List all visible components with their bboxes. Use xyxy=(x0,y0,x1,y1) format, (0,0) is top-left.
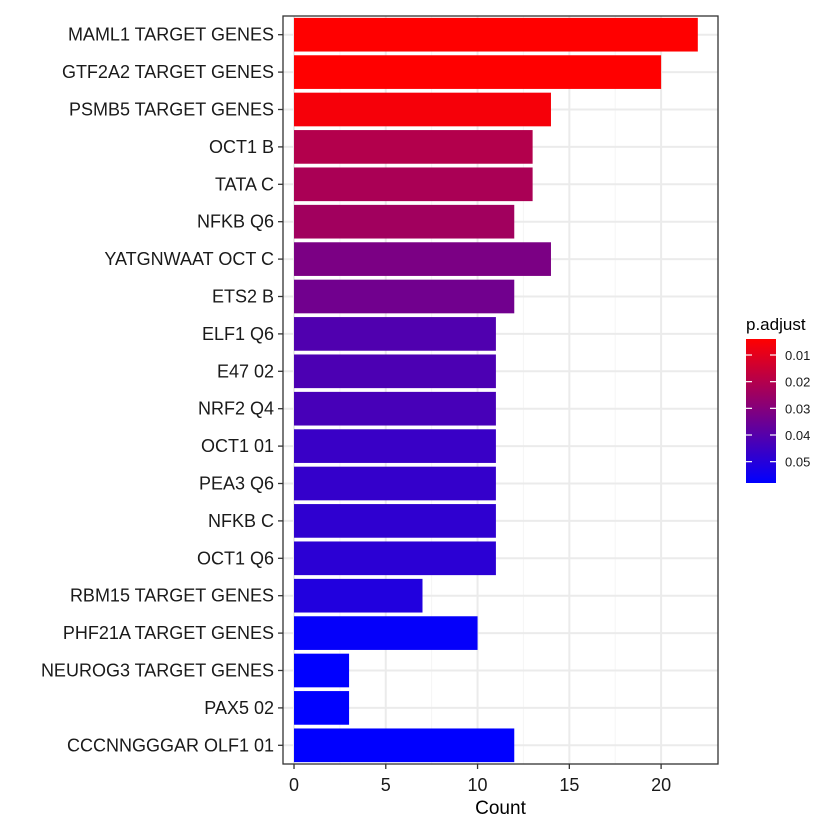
bar xyxy=(294,242,551,276)
y-tick-label: OCT1 Q6 xyxy=(197,548,274,568)
y-tick-label: GTF2A2 TARGET GENES xyxy=(62,62,274,82)
y-tick-label: NFKB C xyxy=(208,511,274,531)
y-tick-label: PSMB5 TARGET GENES xyxy=(69,100,274,120)
bars xyxy=(294,17,698,763)
legend: p.adjust 0.01 0.02 0.03 0.04 0.05 xyxy=(746,315,810,483)
y-axis: MAML1 TARGET GENES GTF2A2 TARGET GENES PSM… xyxy=(41,25,283,755)
y-tick-label: NFKB Q6 xyxy=(197,212,274,232)
y-tick-label: MAML1 TARGET GENES xyxy=(68,25,274,45)
y-tick-label: ELF1 Q6 xyxy=(202,324,274,344)
x-axis: 0 5 10 15 20 xyxy=(289,764,671,795)
legend-tick-label: 0.04 xyxy=(785,428,810,443)
x-tick-label: 0 xyxy=(289,775,299,795)
y-tick-label: ETS2 B xyxy=(212,287,274,307)
plot-panel xyxy=(283,16,718,764)
y-tick-label: NRF2 Q4 xyxy=(198,399,274,419)
x-axis-title: Count xyxy=(475,798,526,819)
bar xyxy=(294,541,496,576)
y-tick-label: YATGNWAAT OCT C xyxy=(104,249,274,269)
legend-title: p.adjust xyxy=(746,315,806,334)
y-tick-label: RBM15 TARGET GENES xyxy=(70,586,274,606)
legend-tick-label: 0.05 xyxy=(785,455,810,470)
bar xyxy=(294,130,533,164)
bar xyxy=(294,578,423,613)
legend-ticks: 0.01 0.02 0.03 0.04 0.05 xyxy=(746,348,810,470)
bar xyxy=(294,691,350,725)
bar xyxy=(294,354,496,389)
legend-tick-label: 0.03 xyxy=(785,401,810,416)
x-tick-label: 5 xyxy=(381,775,391,795)
panel-background xyxy=(283,16,718,764)
y-tick-label: PEA3 Q6 xyxy=(199,474,274,494)
bar xyxy=(294,317,496,351)
bar xyxy=(294,391,496,426)
bar xyxy=(294,728,515,763)
x-tick-label: 20 xyxy=(651,775,671,795)
y-tick-label: CCCNNGGGAR OLF1 01 xyxy=(67,735,274,755)
bar xyxy=(294,55,662,89)
bar xyxy=(294,92,551,127)
bar xyxy=(294,504,496,538)
x-tick-label: 15 xyxy=(559,775,579,795)
panel-frame xyxy=(282,15,719,765)
panel-border xyxy=(282,15,719,765)
bar xyxy=(294,279,515,314)
y-tick-label: PAX5 02 xyxy=(204,698,274,718)
bar xyxy=(294,466,496,501)
y-tick-label: NEUROG3 TARGET GENES xyxy=(41,661,274,681)
y-tick-label: PHF21A TARGET GENES xyxy=(63,623,274,643)
y-tick-label: E47 02 xyxy=(217,361,274,381)
bar xyxy=(294,616,478,650)
legend-tick-label: 0.01 xyxy=(785,348,810,363)
bar xyxy=(294,167,533,202)
y-tick-label: OCT1 01 xyxy=(201,436,274,456)
y-tick-label: TATA C xyxy=(215,174,274,194)
bar xyxy=(294,429,496,463)
x-tick-label: 10 xyxy=(468,775,488,795)
bar xyxy=(294,653,350,688)
legend-colorbar xyxy=(746,339,776,483)
bar xyxy=(294,17,698,52)
bar xyxy=(294,204,515,239)
legend-tick-label: 0.02 xyxy=(785,375,810,390)
y-tick-label: OCT1 B xyxy=(209,137,274,157)
